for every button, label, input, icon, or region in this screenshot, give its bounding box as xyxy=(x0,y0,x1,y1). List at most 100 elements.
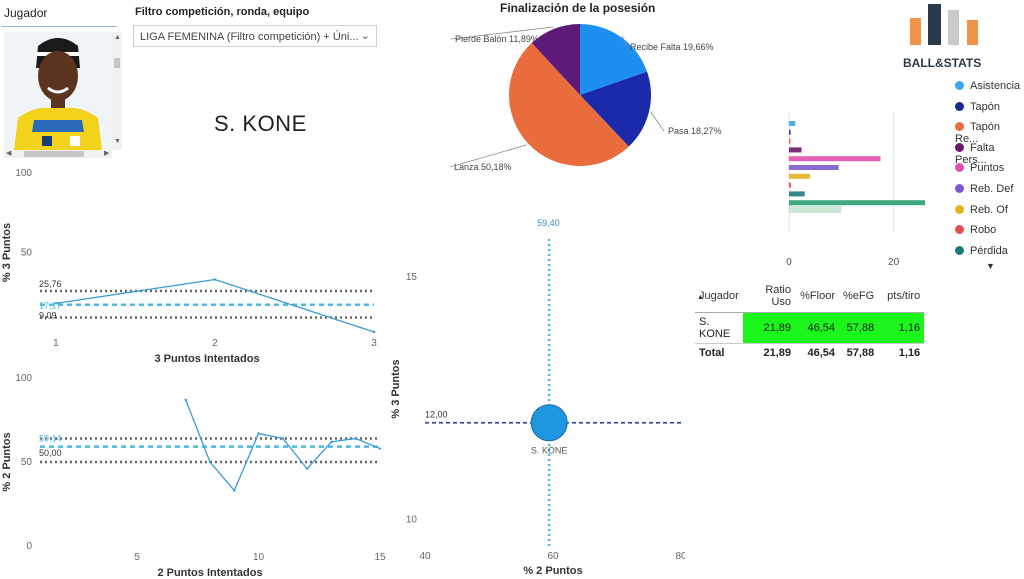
filter-dropdown-value: LIGA FEMENINA (Filtro competición) + Úni… xyxy=(140,31,359,43)
filter-title: Filtro competición, ronda, equipo xyxy=(135,6,310,18)
data-point xyxy=(372,330,376,334)
hbar-bar xyxy=(789,138,791,144)
y-tick-label: 50 xyxy=(21,248,33,259)
legend-label: Tapón Re... xyxy=(955,121,1000,146)
player-slicer-title: Jugador xyxy=(4,6,48,20)
data-point xyxy=(257,432,260,435)
x-tick-label: 40 xyxy=(419,551,431,562)
legend-dot-icon xyxy=(955,184,964,193)
legend-item[interactable]: Pérdida xyxy=(955,245,1008,257)
hbar-x-tick: 20 xyxy=(888,257,900,267)
legend-label: Robo xyxy=(970,224,997,237)
legend-item[interactable]: Asistencia xyxy=(955,80,1020,92)
logo-bar-4 xyxy=(967,20,978,45)
total-ratio-uso: 21,89 xyxy=(743,343,795,362)
col-efg[interactable]: %eFG xyxy=(843,290,875,302)
legend-item[interactable]: Tapón xyxy=(955,101,1000,113)
stats-bar-chart[interactable]: 0 20 xyxy=(775,112,935,267)
legend-dot-icon xyxy=(955,142,964,152)
pie-slice-label: Recibe Falta 19,66% xyxy=(630,42,714,52)
pie-slice xyxy=(531,23,580,95)
photo-vertical-scrollbar[interactable]: ▲ ▼ xyxy=(112,32,122,150)
legend-scroll-down-icon[interactable]: ▼ xyxy=(986,261,995,271)
x-tick-label: 3 xyxy=(371,338,377,349)
x-tick-label: 5 xyxy=(134,552,140,563)
legend-dot-icon xyxy=(955,122,964,132)
legend-dot-icon xyxy=(955,204,964,214)
hbar-bar-highlight xyxy=(789,205,842,213)
hbar-bar xyxy=(789,147,802,153)
player-bubble-label: S. KONE xyxy=(531,446,568,456)
legend-item[interactable]: Falta Pers... xyxy=(955,142,1024,166)
pie-slice xyxy=(580,24,648,95)
hbar-bar xyxy=(789,182,792,188)
ref-line-label: 9,09 xyxy=(39,311,57,321)
x-axis-label: % 2 Puntos xyxy=(523,565,582,577)
y-tick-label: 10 xyxy=(406,515,418,526)
ref-line-label: 59,14 xyxy=(39,433,62,443)
total-pts-tiro: 1,16 xyxy=(878,343,925,362)
player-photo-image xyxy=(4,32,112,150)
legend-label: Puntos xyxy=(970,162,1005,175)
cell-ratio-uso: 21,89 xyxy=(743,312,795,344)
three-point-line-chart[interactable]: 100 50 1 2 3 3 Puntos Intentados % 3 Puntos 25,… xyxy=(0,165,390,365)
x-axis-label: 2 Puntos Intentados xyxy=(157,567,262,579)
col-floor[interactable]: %Floor xyxy=(800,290,835,302)
data-point xyxy=(378,447,382,450)
data-point xyxy=(281,437,285,440)
data-point xyxy=(213,278,217,281)
col-jugador[interactable]: Jugador xyxy=(699,290,739,302)
hbar-bar xyxy=(789,129,791,135)
hbar-bar xyxy=(789,156,881,162)
legend-item[interactable]: Reb. Def xyxy=(955,183,1013,195)
pie-leader-line xyxy=(450,26,554,40)
legend-dot-icon xyxy=(955,245,964,255)
pie-slice xyxy=(580,71,651,147)
photo-horizontal-scrollbar[interactable]: ◀ ▶ xyxy=(4,150,112,158)
pie-slice xyxy=(509,42,629,166)
pie-chart[interactable]: Recibe Falta 19,66% Pasa 18,27% Lanza 50,1… xyxy=(440,20,760,195)
player-photo[interactable] xyxy=(4,32,112,150)
sort-ascending-icon[interactable]: ▲ xyxy=(697,294,704,301)
legend-label: Asistencia xyxy=(970,80,1021,92)
y-tick-label: 0 xyxy=(26,541,32,552)
y-axis-label: % 3 Puntos xyxy=(390,359,402,418)
legend-label: Reb. Def xyxy=(970,183,1014,195)
logo-bar-2 xyxy=(928,4,941,45)
y-axis-label: % 3 Puntos xyxy=(1,223,13,282)
data-point xyxy=(233,489,236,492)
legend-label: Reb. Of xyxy=(970,203,1008,216)
col-pts-tiro[interactable]: pts/tiro xyxy=(887,290,921,302)
legend-item[interactable]: Tapón Re... xyxy=(955,121,1024,145)
filter-dropdown[interactable]: LIGA FEMENINA (Filtro competición) + Úni… xyxy=(133,25,377,47)
table-row[interactable]: S. KONE 21,89 46,54 57,88 1,16 xyxy=(695,312,925,344)
ref-line-label: 50,00 xyxy=(39,448,62,458)
hbar-x-tick: 0 xyxy=(786,257,792,267)
pie-leader-line xyxy=(650,112,665,132)
table-header-row: Jugador Ratio Uso %Floor %eFG pts/tiro xyxy=(695,280,924,313)
ballstats-logo-text: BALL&STATS xyxy=(903,56,982,70)
cell-player: S. KONE xyxy=(695,312,743,344)
legend-dot-icon xyxy=(955,81,964,90)
pie-slice-label: Pasa 18,27% xyxy=(668,126,722,136)
legend-item[interactable]: Reb. Of xyxy=(955,204,1008,216)
two-point-line-chart[interactable]: 100 50 0 5 10 15 2 Puntos Intentados % 2 Puntos… xyxy=(0,369,390,579)
cell-pts-tiro: 1,16 xyxy=(878,312,925,344)
legend-item[interactable]: Robo xyxy=(955,224,996,236)
total-efg: 57,88 xyxy=(839,343,879,362)
data-line xyxy=(185,399,381,492)
shooting-scatter-chart[interactable]: 15 10 40 60 80 59,40 12,00 S. KONE % 2 Puntos % 3… xyxy=(385,209,685,579)
vertical-ref-label: 59,40 xyxy=(537,218,560,228)
logo-bar-3 xyxy=(948,10,959,45)
ref-line-label: 17,17 xyxy=(39,301,62,311)
y-axis-label: % 2 Puntos xyxy=(1,432,13,491)
y-tick-label: 100 xyxy=(15,168,32,179)
legend-item[interactable]: Puntos xyxy=(955,162,1004,174)
col-ratio-uso[interactable]: Ratio Uso xyxy=(765,284,791,308)
logo-bar-1 xyxy=(910,18,921,45)
x-axis-label: 3 Puntos Intentados xyxy=(154,353,259,365)
table-total-row: Total 21,89 46,54 57,88 1,16 xyxy=(695,343,925,362)
data-point xyxy=(354,437,357,440)
data-point xyxy=(330,440,333,444)
x-tick-label: 10 xyxy=(253,552,265,563)
